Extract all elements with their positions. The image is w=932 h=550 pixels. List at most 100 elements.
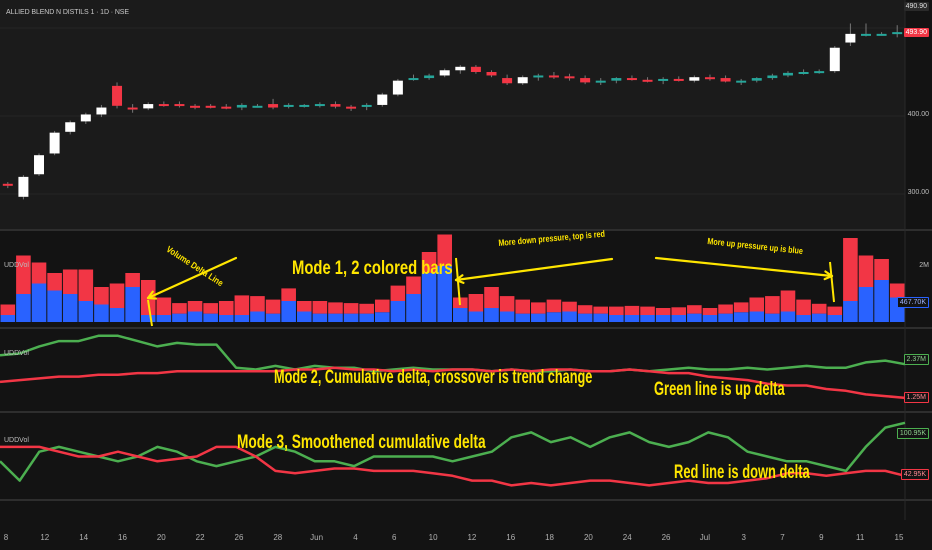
volume-bar-down bbox=[172, 303, 187, 314]
volume-bar-up bbox=[109, 308, 125, 322]
candle-body bbox=[829, 47, 840, 72]
candle-body bbox=[580, 78, 591, 83]
volume-bar-down bbox=[328, 302, 343, 314]
time-axis-label: 6 bbox=[392, 533, 397, 542]
volume-bar-down bbox=[296, 301, 312, 312]
volume-bar-down bbox=[889, 283, 905, 298]
volume-bar-down bbox=[749, 297, 765, 312]
time-axis-label: 8 bbox=[3, 533, 9, 542]
time-axis-label: 11 bbox=[856, 533, 865, 542]
candle-body bbox=[642, 79, 653, 82]
annotation-mode2: Mode 2, Cumulative delta, crossover is t… bbox=[274, 367, 593, 388]
volume-bar-up bbox=[453, 308, 468, 322]
volume-bar-down bbox=[609, 306, 624, 315]
volume-pane-label[interactable]: UDDVol bbox=[4, 262, 29, 269]
volume-bar-up bbox=[733, 312, 749, 322]
time-axis-label: 15 bbox=[894, 533, 904, 542]
volume-bar-down bbox=[218, 301, 234, 315]
volume-bar-down bbox=[796, 299, 811, 315]
volume-bar-down bbox=[156, 297, 172, 315]
symbol-title[interactable]: ALLIED BLEND N DISTILS 1 · 1D · NSE bbox=[6, 9, 129, 16]
volume-bar-down bbox=[811, 303, 827, 314]
volume-bar-up bbox=[687, 313, 702, 322]
price-pane-bg bbox=[0, 0, 905, 230]
volume-bar-down bbox=[593, 306, 609, 314]
volume-bar-down bbox=[125, 273, 140, 287]
volume-bar-down bbox=[531, 302, 546, 314]
volume-bar-down bbox=[733, 302, 749, 313]
candle-body bbox=[892, 32, 903, 35]
volume-bar-up bbox=[156, 315, 172, 322]
candle-body bbox=[205, 105, 216, 108]
annotation-mode1: Mode 1, 2 colored bars bbox=[292, 258, 453, 279]
volume-bar-down bbox=[343, 303, 359, 314]
volume-bar-up bbox=[811, 313, 827, 322]
candle-body bbox=[751, 78, 762, 81]
candle-body bbox=[860, 33, 871, 36]
annotation-mode3: Mode 3, Smoothened cumulative delta bbox=[237, 432, 486, 453]
arrow-up-pressure-tail bbox=[829, 261, 835, 303]
volume-bar-down bbox=[468, 294, 484, 312]
volume-bar-down bbox=[546, 299, 562, 313]
volume-bar-up bbox=[78, 301, 94, 322]
candle-body bbox=[564, 76, 575, 79]
volume-bar-up bbox=[218, 315, 234, 322]
smoothed-pane-label[interactable]: UDDVol bbox=[4, 437, 29, 444]
volume-bar-down bbox=[655, 308, 671, 315]
volume-bar-down bbox=[780, 290, 796, 312]
volume-bar-up bbox=[140, 315, 156, 322]
candle-body bbox=[34, 155, 45, 175]
candle-body bbox=[845, 33, 856, 43]
time-axis-label: 12 bbox=[40, 533, 50, 542]
candle-body bbox=[455, 66, 466, 71]
volume-bar-up bbox=[234, 315, 250, 322]
candle-body bbox=[611, 78, 622, 81]
volume-bar-up bbox=[437, 266, 452, 322]
volume-bar-down bbox=[499, 296, 515, 312]
time-axis-label: 9 bbox=[819, 533, 824, 542]
volume-bar-up bbox=[374, 312, 390, 322]
last-price-tag: 493.90 bbox=[903, 28, 929, 37]
volume-bar-down bbox=[265, 299, 281, 314]
time-axis-label: 16 bbox=[118, 533, 127, 542]
candle-body bbox=[127, 107, 138, 110]
candle-body bbox=[80, 114, 91, 122]
volume-bar-up bbox=[172, 313, 187, 322]
volume-bar-down bbox=[359, 303, 374, 314]
volume-bar-down bbox=[234, 295, 250, 315]
arrow-down-pressure bbox=[454, 257, 614, 282]
time-axis-label: 26 bbox=[234, 533, 244, 542]
volume-bar-up bbox=[577, 313, 593, 322]
volume-axis-top: 2M bbox=[919, 262, 929, 269]
volume-bar-up bbox=[390, 301, 406, 322]
volume-bar-down bbox=[94, 287, 109, 305]
volume-bar-up bbox=[359, 313, 374, 322]
volume-bar-up bbox=[609, 315, 624, 322]
volume-bar-down bbox=[78, 269, 94, 301]
volume-bar-down bbox=[687, 305, 702, 314]
candle-body bbox=[424, 75, 435, 79]
cumulative-pane-label[interactable]: UDDVol bbox=[4, 350, 29, 357]
candle-body bbox=[361, 104, 372, 107]
volume-bar-down bbox=[250, 296, 265, 312]
price-label-400: 400.00 bbox=[907, 111, 929, 118]
arrow-down-pressure-tail bbox=[455, 257, 461, 306]
candle-body bbox=[236, 104, 247, 108]
candle-body bbox=[736, 80, 747, 83]
time-axis-label: 26 bbox=[661, 533, 671, 542]
candle-body bbox=[408, 78, 419, 81]
volume-bar-down bbox=[0, 304, 16, 315]
time-axis-label: 28 bbox=[273, 533, 283, 542]
volume-bar-down bbox=[874, 259, 889, 280]
arrow-volume-delta-head bbox=[146, 290, 154, 300]
cumulative-green-tag: 2.37M bbox=[903, 354, 929, 365]
candle-body bbox=[96, 107, 107, 115]
time-axis-label: 18 bbox=[545, 533, 555, 542]
volume-bar-up bbox=[827, 315, 843, 322]
volume-bar-down bbox=[109, 283, 125, 308]
volume-bar-down bbox=[203, 303, 218, 314]
candle-body bbox=[533, 75, 544, 78]
volume-bar-up bbox=[47, 290, 62, 322]
time-axis-label: 14 bbox=[79, 533, 89, 542]
